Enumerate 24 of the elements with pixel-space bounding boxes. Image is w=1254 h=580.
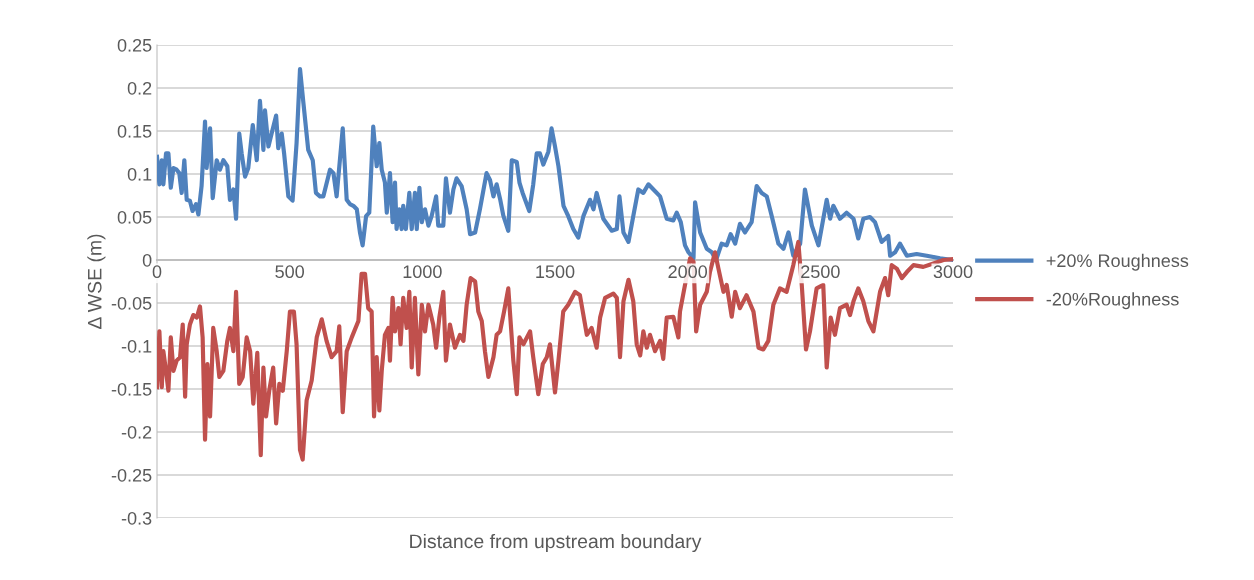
y-tick-label: 0.2 <box>127 81 152 95</box>
y-tick-label: -0.25 <box>111 468 152 482</box>
x-tick-label: 2500 <box>801 265 840 279</box>
x-tick-label: 1000 <box>403 265 442 279</box>
y-tick-label: -0.3 <box>121 511 152 525</box>
y-tick-label: 0.05 <box>117 210 152 224</box>
x-tick-label: 1500 <box>536 265 575 279</box>
y-axis-title: Δ WSE (m) <box>87 234 106 329</box>
x-axis-title: Distance from upstream boundary <box>410 533 702 553</box>
y-tick-label: 0 <box>142 253 152 267</box>
legend-label: -20%Roughness <box>1046 292 1179 310</box>
x-tick-label: 500 <box>275 265 305 279</box>
y-tick-label: 0.1 <box>127 167 152 181</box>
y-tick-label: -0.2 <box>121 425 152 439</box>
x-tick-label: 3000 <box>933 265 973 279</box>
y-tick-label: 0.25 <box>117 38 152 52</box>
legend-label: +20% Roughness <box>1046 253 1189 271</box>
y-tick-label: 0.15 <box>117 124 152 138</box>
y-tick-label: -0.1 <box>121 339 152 353</box>
y-tick-label: -0.15 <box>111 382 152 396</box>
x-tick-label: 2000 <box>668 265 708 279</box>
line-series <box>157 66 953 263</box>
x-tick-label: 0 <box>152 265 162 279</box>
y-tick-label: -0.05 <box>111 296 152 310</box>
